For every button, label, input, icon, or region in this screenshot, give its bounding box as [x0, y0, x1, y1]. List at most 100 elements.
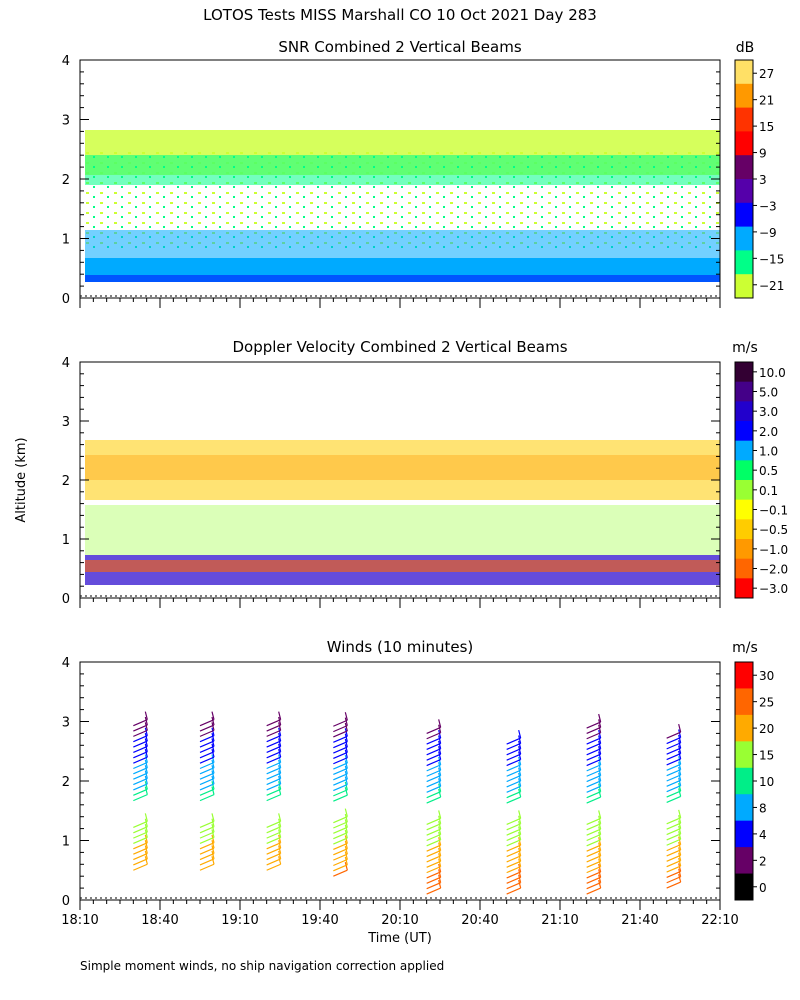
wind-barb-flag — [211, 786, 215, 795]
wind-barb-flag — [211, 856, 215, 865]
wind-barb-flag — [678, 788, 682, 797]
wind-barb-flag — [518, 783, 522, 792]
wind-barb — [266, 735, 281, 743]
wind-barb — [266, 772, 281, 780]
colorbar-swatch — [735, 820, 753, 848]
wind-barb — [333, 816, 348, 824]
wind-barb — [586, 850, 601, 858]
wind-barb — [666, 747, 681, 755]
wind-barb — [426, 817, 441, 825]
colorbar-swatch — [735, 202, 753, 228]
y-tick-label: 4 — [62, 54, 70, 69]
wind-barb — [426, 758, 441, 767]
x-tick-label: 18:10 — [61, 913, 98, 928]
wind-barb — [199, 751, 215, 759]
wind-barb — [426, 855, 441, 863]
wind-barb-flag — [144, 754, 148, 763]
wind-barb — [266, 767, 281, 775]
colorbar-swatch — [735, 460, 753, 481]
wind-barb — [506, 833, 521, 842]
colorbar-tick-label: 0.5 — [759, 464, 778, 478]
wind-barb-flag — [678, 857, 682, 867]
colorbar-swatch — [735, 847, 753, 875]
wind-barb-flag — [518, 746, 522, 755]
wind-barb-flag — [438, 879, 442, 889]
colorbar-tick-label: −15 — [759, 252, 784, 266]
colorbar-tick-label: 10 — [759, 775, 774, 789]
wind-barb — [333, 719, 348, 727]
colorbar-swatch — [735, 714, 753, 742]
wind-barb-flag — [344, 717, 348, 726]
wind-barb — [426, 860, 441, 868]
wind-barb-flag — [598, 724, 602, 733]
wind-barb — [586, 742, 601, 751]
snr-title: SNR Combined 2 Vertical Beams — [278, 38, 521, 56]
colorbar-tick-label: 15 — [759, 749, 774, 763]
wind-barb — [266, 745, 281, 753]
wind-barb — [506, 844, 521, 852]
winds-panel: Winds (10 minutes) 0 1 2 3 4 18:10 18:40 19:10 1… — [61, 638, 774, 928]
wind-barb-flag — [598, 713, 602, 723]
wind-barb-flag — [344, 728, 348, 737]
wind-barb-flag — [344, 845, 348, 855]
colorbar-swatch — [735, 155, 753, 180]
wind-barb-flag — [678, 750, 682, 760]
colorbar-tick-label: 25 — [759, 696, 774, 710]
wind-barb-flag — [278, 754, 282, 763]
wind-barb-flag — [278, 765, 282, 774]
wind-barb — [133, 794, 148, 802]
wind-barb-flag — [438, 788, 442, 798]
wind-barb-flag — [438, 869, 442, 878]
wind-barb — [133, 767, 148, 775]
wind-barb — [586, 748, 601, 756]
wind-barb — [133, 783, 148, 791]
wind-barb — [426, 753, 441, 761]
wind-barb-flag — [678, 740, 682, 749]
wind-barb — [506, 871, 521, 879]
wind-barb — [333, 794, 348, 802]
wind-barb-flag — [678, 745, 682, 754]
doppler-heatmap — [85, 440, 720, 585]
colorbar-swatch — [735, 794, 753, 822]
wind-barb-flag — [278, 722, 282, 731]
wind-barb — [133, 761, 148, 770]
wind-barb-flag — [678, 868, 682, 877]
wind-barb — [266, 836, 281, 845]
wind-barb — [333, 741, 348, 749]
x-tick-label: 19:40 — [301, 913, 338, 928]
wind-barb — [666, 736, 681, 745]
colorbar-tick-label: 2 — [759, 854, 767, 868]
wind-barb — [133, 842, 148, 850]
wind-barb — [666, 758, 681, 766]
wind-barb-flag — [518, 837, 522, 846]
colorbar-tick-label: −2.0 — [759, 563, 788, 577]
wind-barb — [426, 850, 441, 858]
wind-barb — [199, 826, 215, 834]
wind-barb — [266, 761, 281, 770]
wind-profile — [266, 711, 282, 871]
wind-barb — [586, 737, 601, 745]
wind-barb — [333, 757, 348, 765]
wind-barb-flag — [211, 716, 215, 726]
snr-panel: SNR Combined 2 Vertical Beams 0 1 2 3 4 dB 2… — [62, 38, 784, 308]
snr-axes: 0 1 2 3 4 — [62, 54, 721, 308]
wind-barb — [333, 832, 348, 840]
wind-barb-flag — [438, 810, 442, 819]
wind-barb — [586, 721, 601, 729]
colorbar-swatch — [735, 767, 753, 795]
wind-barb-flag — [344, 738, 348, 748]
wind-barb — [426, 839, 441, 847]
wind-barb-flag — [438, 762, 442, 771]
colorbar-swatch — [735, 688, 753, 716]
colorbar-tick-label: 30 — [759, 669, 774, 683]
wind-barb-flag — [278, 711, 282, 720]
wind-barb-flag — [438, 724, 442, 733]
wind-barb — [586, 753, 601, 761]
wind-barb-flag — [211, 813, 215, 822]
wind-barb-flag — [678, 734, 682, 744]
wind-barb-flag — [678, 852, 682, 861]
wind-barb-flag — [211, 738, 215, 747]
wind-barb — [506, 850, 521, 858]
wind-barb — [333, 842, 348, 850]
wind-barb — [586, 758, 601, 767]
